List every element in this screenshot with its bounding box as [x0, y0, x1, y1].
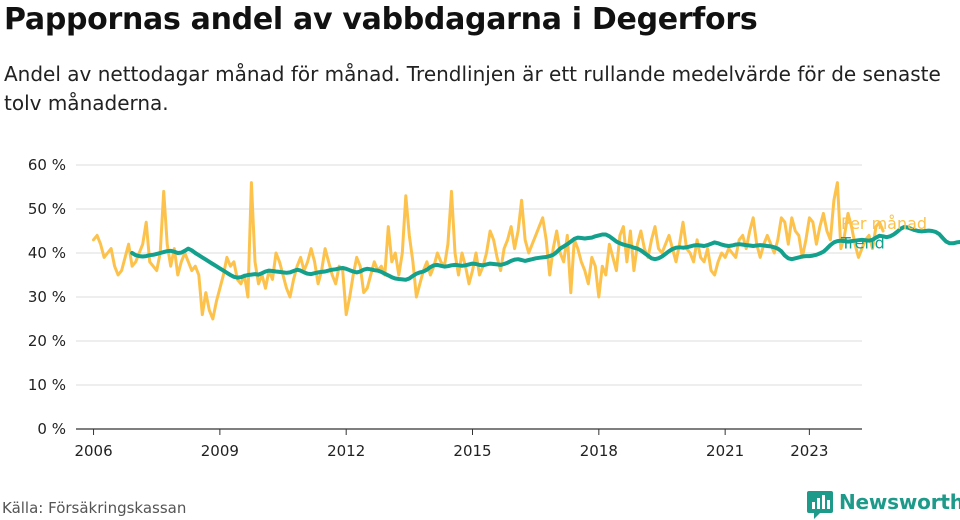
y-tick-label: 30 %	[28, 288, 66, 306]
bar-chart-speech-bubble-icon	[807, 491, 833, 519]
x-tick-label: 2021	[706, 442, 744, 460]
source-note: Källa: Försäkringskassan	[2, 499, 187, 517]
x-tick-label: 2018	[580, 442, 618, 460]
x-tick-label: 2009	[201, 442, 239, 460]
line-chart: 0 % 10 % 20 % 30 % 40 % 50 % 60 % 2006 2009 2012 2…	[28, 156, 960, 460]
y-tick-label: 10 %	[28, 376, 66, 394]
brand-name: Newsworthy	[839, 490, 960, 514]
x-tick-label: 2023	[790, 442, 828, 460]
series-line-per-manad	[92, 181, 885, 321]
x-tick-label: 2006	[74, 442, 112, 460]
chart-subtitle: Andel av nettodagar månad för månad. Tre…	[4, 62, 941, 115]
y-tick-label: 0 %	[37, 420, 66, 438]
series-line-trend	[130, 225, 960, 282]
y-tick-label: 40 %	[28, 244, 66, 262]
y-tick-label: 60 %	[28, 156, 66, 174]
legend-label-trend: Trend	[840, 233, 885, 252]
chart-title: Pappornas andel av vabbdagarna i Degerfo…	[4, 2, 758, 37]
y-tick-label: 20 %	[28, 332, 66, 350]
x-tick-label: 2015	[453, 442, 491, 460]
y-tick-label: 50 %	[28, 200, 66, 218]
x-tick-label: 2012	[327, 442, 365, 460]
legend-label-per-manad: Per månad	[841, 214, 927, 233]
